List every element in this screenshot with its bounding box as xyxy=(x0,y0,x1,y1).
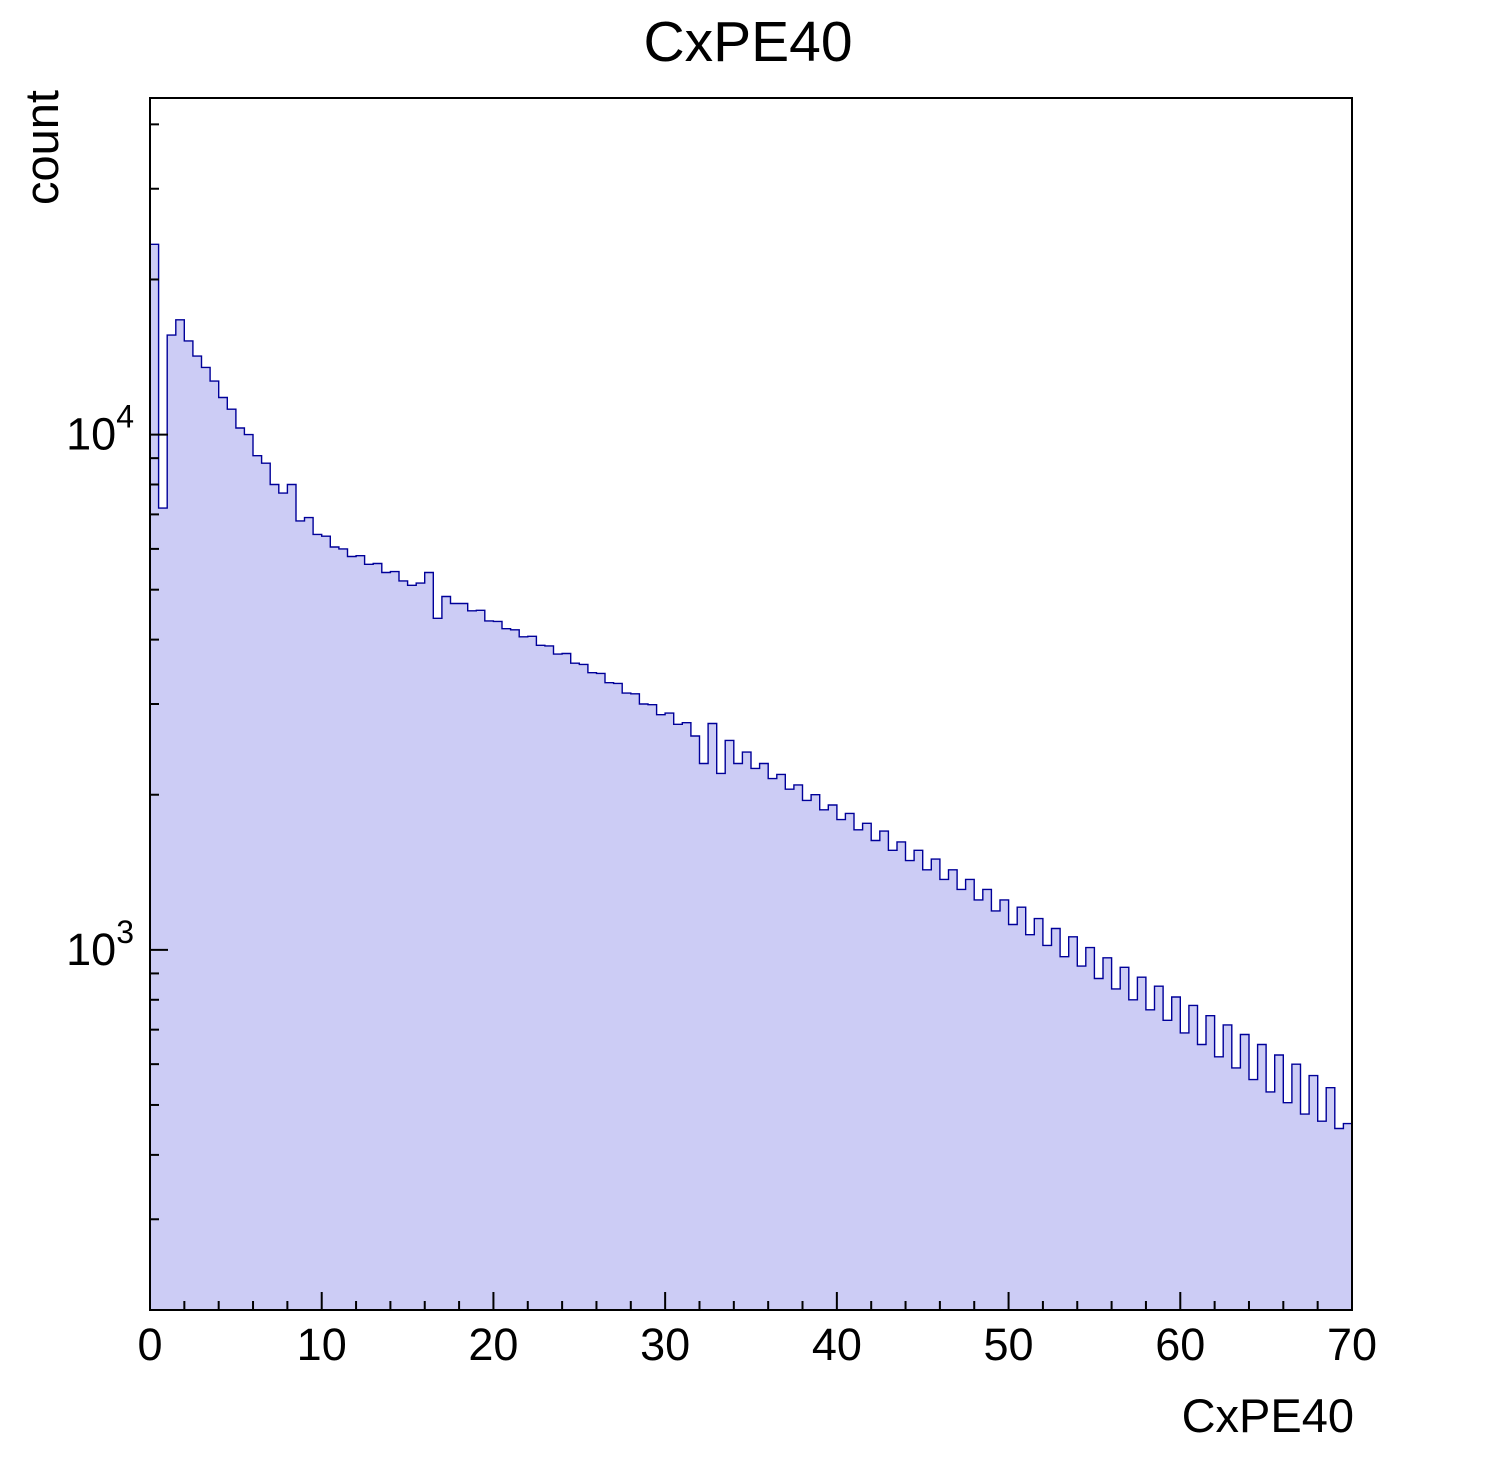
y-tick-label: 103 xyxy=(66,914,134,975)
chart-title: CxPE40 xyxy=(643,10,853,74)
x-tick-label: 50 xyxy=(984,1319,1034,1370)
y-axis-title: count xyxy=(15,90,68,205)
x-tick-label: 30 xyxy=(640,1319,690,1370)
y-tick-label: 104 xyxy=(66,399,134,460)
x-axis-title: CxPE40 xyxy=(1181,1389,1354,1442)
x-tick-label: 0 xyxy=(137,1319,162,1370)
x-tick-label: 70 xyxy=(1327,1319,1377,1370)
x-tick-label: 20 xyxy=(468,1319,518,1370)
x-tick-label: 10 xyxy=(297,1319,347,1370)
histogram-bars xyxy=(149,243,1353,1311)
x-tick-label: 40 xyxy=(812,1319,862,1370)
x-tick-label: 60 xyxy=(1155,1319,1205,1370)
